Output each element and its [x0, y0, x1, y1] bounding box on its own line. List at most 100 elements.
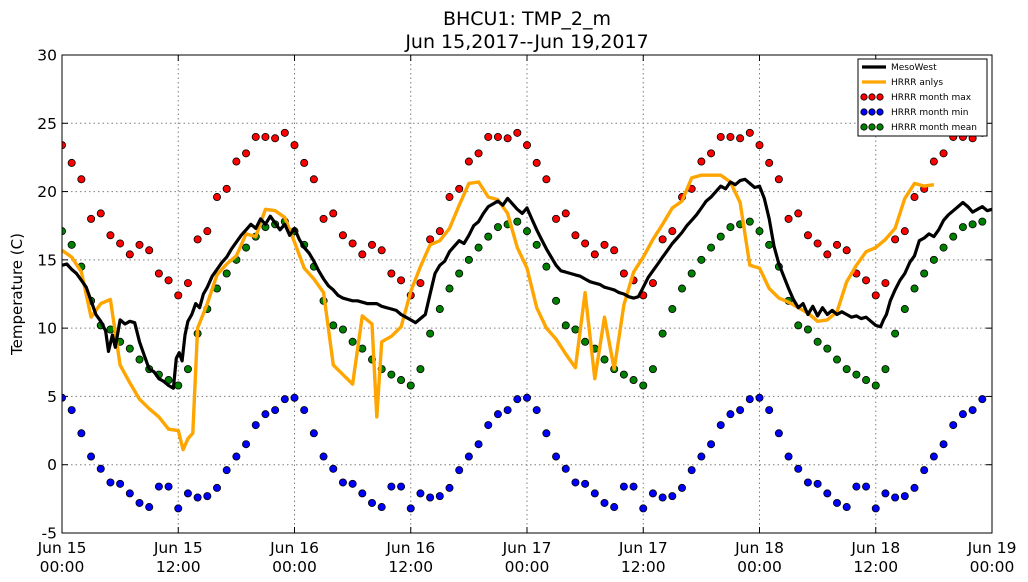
x-tick-label-time: 12:00: [853, 558, 898, 576]
hrrr-month-max-point: [881, 279, 890, 288]
hrrr-month-mean-point: [329, 321, 338, 330]
hrrr-month-mean-point: [968, 220, 977, 229]
hrrr-month-max-point: [358, 250, 367, 259]
hrrr-month-max-point: [784, 214, 793, 223]
x-tick-label-time: 00:00: [505, 558, 550, 576]
hrrr-month-min-point: [881, 489, 890, 498]
hrrr-month-min-point: [678, 483, 687, 492]
hrrr-month-mean-point: [513, 217, 522, 226]
hrrr-month-mean-point: [348, 337, 357, 346]
hrrr-month-max-point: [445, 193, 454, 202]
hrrr-month-mean-point: [619, 370, 628, 379]
hrrr-month-max-point: [561, 209, 570, 218]
hrrr-month-min-point: [67, 406, 76, 415]
y-tick-label: 30: [37, 47, 57, 65]
hrrr-month-min-point: [726, 410, 735, 419]
hrrr-month-max-point: [571, 231, 580, 240]
hrrr-month-min-point: [116, 479, 125, 488]
hrrr-month-max-point: [891, 235, 900, 244]
plot-area: [62, 128, 992, 513]
hrrr-month-max-point: [716, 132, 725, 141]
hrrr-month-mean-point: [426, 329, 435, 338]
hrrr-month-min-point: [503, 406, 512, 415]
hrrr-month-min-point: [242, 440, 251, 449]
hrrr-month-min-point: [978, 395, 987, 404]
hrrr-month-max-point: [532, 158, 541, 167]
hrrr-month-mean-point: [222, 269, 231, 278]
hrrr-month-min-point: [426, 493, 435, 502]
y-axis-label: Temperature (C): [8, 233, 26, 356]
chart-title-line1: BHCU1: TMP_2_m: [443, 8, 611, 30]
hrrr-month-min-legend-marker: [876, 108, 884, 116]
hrrr-month-mean-legend-marker: [876, 123, 884, 131]
hrrr-month-max-point: [929, 157, 938, 166]
hrrr-month-mean-point: [648, 365, 657, 374]
hrrr-month-max-point: [610, 246, 619, 255]
hrrr-month-min-point: [319, 452, 328, 461]
hrrr-month-mean-point: [871, 381, 880, 390]
hrrr-month-min-point: [106, 478, 115, 487]
x-tick-label-time: 00:00: [737, 558, 782, 576]
hrrr-month-min-point: [745, 395, 754, 404]
hrrr-month-mean-point: [387, 370, 396, 379]
hrrr-month-mean-point: [910, 284, 919, 293]
hrrr-month-mean-point: [484, 232, 493, 241]
hrrr-month-max-point: [523, 141, 532, 150]
hrrr-month-max-point: [794, 209, 803, 218]
hrrr-month-min-point: [852, 482, 861, 491]
hrrr-month-mean-point: [833, 355, 842, 364]
hrrr-month-min-point: [697, 452, 706, 461]
x-tick-label-date: Jun 19: [967, 539, 1017, 557]
hrrr-month-min-point: [145, 503, 154, 512]
hrrr-month-max-point: [222, 184, 231, 193]
hrrr-month-max-point: [387, 269, 396, 278]
hrrr-month-min-point: [474, 440, 483, 449]
x-tick-label-date: Jun 16: [269, 539, 319, 557]
hrrr-month-max-point: [803, 231, 812, 240]
x-tick-label-time: 12:00: [621, 558, 666, 576]
plot-frame: [61, 54, 993, 534]
hrrr-month-mean-point: [67, 240, 76, 249]
hrrr-month-max-point: [232, 157, 241, 166]
hrrr-month-max-point: [542, 175, 551, 184]
hrrr-month-max-point: [745, 128, 754, 137]
hrrr-month-max-point: [697, 157, 706, 166]
hrrr-month-mean-point: [920, 269, 929, 278]
hrrr-month-mean-point: [697, 255, 706, 264]
x-tick-label-date: Jun 17: [618, 539, 668, 557]
hrrr-month-max-point: [939, 149, 948, 158]
hrrr-month-min-point: [784, 452, 793, 461]
chart-title-line2: Jun 15,2017--Jun 19,2017: [404, 31, 648, 53]
hrrr-month-min-point: [939, 440, 948, 449]
hrrr-month-min-point: [552, 452, 561, 461]
hrrr-month-min-point: [193, 493, 202, 502]
hrrr-month-mean-point: [939, 243, 948, 252]
hrrr-month-min-point: [280, 395, 289, 404]
hrrr-month-mean-point: [397, 376, 406, 385]
hrrr-month-max-point: [726, 132, 735, 141]
hrrr-month-max-point: [280, 128, 289, 137]
hrrr-month-max-point: [455, 184, 464, 193]
hrrr-month-max-point: [397, 276, 406, 285]
hrrr-month-mean-point: [707, 243, 716, 252]
hrrr-month-min-point: [639, 504, 648, 513]
hrrr-month-mean-point: [891, 329, 900, 338]
hrrr-month-mean-point: [542, 262, 551, 271]
hrrr-month-max-point: [174, 291, 183, 300]
x-tick-label-date: Jun 15: [37, 539, 87, 557]
hrrr-month-min-point: [455, 466, 464, 475]
hrrr-month-min-point: [348, 479, 357, 488]
hrrr-month-max-point: [774, 175, 783, 184]
hrrr-month-min-point: [271, 406, 280, 415]
hrrr-month-max-point: [183, 279, 192, 288]
hrrr-month-min-point: [590, 489, 599, 498]
hrrr-month-max-point: [329, 209, 338, 218]
y-tick-label: 25: [37, 115, 57, 133]
hrrr-month-mean-point: [493, 223, 502, 232]
hrrr-month-max-point: [125, 250, 134, 259]
hrrr-month-min-point: [823, 489, 832, 498]
hrrr-month-max-point: [871, 291, 880, 300]
y-tick-label: 15: [37, 251, 57, 269]
hrrr-month-min-point: [600, 498, 609, 507]
hrrr-month-min-legend-marker: [868, 108, 876, 116]
